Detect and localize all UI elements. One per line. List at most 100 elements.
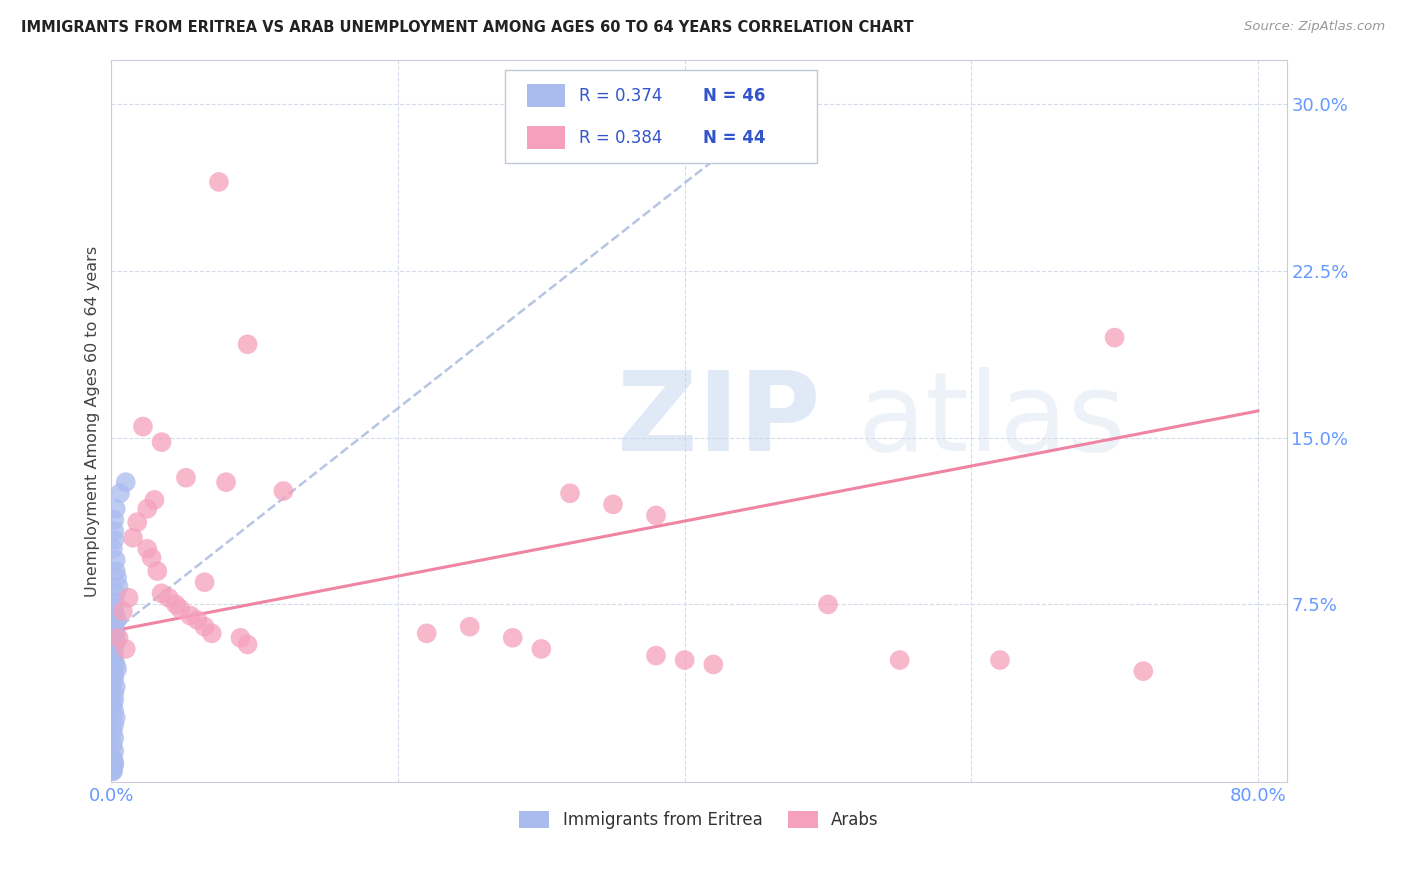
Point xyxy=(101,760,124,774)
Point xyxy=(114,641,136,656)
Point xyxy=(104,586,127,600)
Point xyxy=(602,497,624,511)
Point xyxy=(104,553,127,567)
Point xyxy=(645,508,668,523)
Point xyxy=(103,744,125,758)
Point xyxy=(988,653,1011,667)
Point xyxy=(101,698,124,712)
Point xyxy=(104,501,127,516)
Point xyxy=(673,653,696,667)
Text: Source: ZipAtlas.com: Source: ZipAtlas.com xyxy=(1244,20,1385,33)
Bar xyxy=(527,84,565,107)
Point xyxy=(201,626,224,640)
Text: R = 0.374: R = 0.374 xyxy=(579,87,662,104)
Point xyxy=(103,513,125,527)
Point xyxy=(103,671,125,685)
Y-axis label: Unemployment Among Ages 60 to 64 years: Unemployment Among Ages 60 to 64 years xyxy=(86,245,100,597)
Point xyxy=(136,501,159,516)
Point xyxy=(127,515,149,529)
Point xyxy=(150,435,173,450)
Point xyxy=(101,738,124,752)
Point xyxy=(103,646,125,660)
Point xyxy=(111,604,134,618)
Point xyxy=(103,666,125,681)
Text: N = 44: N = 44 xyxy=(703,128,765,146)
Point xyxy=(179,608,201,623)
Point xyxy=(105,613,128,627)
Point xyxy=(132,419,155,434)
Point xyxy=(103,595,125,609)
Point xyxy=(104,635,127,649)
Point xyxy=(101,724,124,739)
Point xyxy=(157,591,180,605)
Point xyxy=(104,564,127,578)
Point xyxy=(103,602,125,616)
Point xyxy=(103,693,125,707)
Text: R = 0.384: R = 0.384 xyxy=(579,128,662,146)
Point xyxy=(103,704,125,718)
Point xyxy=(107,580,129,594)
Point xyxy=(889,653,911,667)
Point xyxy=(1104,330,1126,344)
Point xyxy=(103,717,125,731)
Point xyxy=(122,531,145,545)
Point xyxy=(136,541,159,556)
Bar xyxy=(527,126,565,149)
Point xyxy=(530,641,553,656)
Point xyxy=(104,657,127,672)
Point xyxy=(645,648,668,663)
Point xyxy=(103,756,125,770)
Point xyxy=(101,764,124,779)
Point xyxy=(101,751,124,765)
Point xyxy=(104,626,127,640)
Text: atlas: atlas xyxy=(858,368,1126,475)
Point xyxy=(103,686,125,700)
Point xyxy=(101,762,124,776)
Point xyxy=(104,680,127,694)
Point xyxy=(103,524,125,538)
Point xyxy=(101,641,124,656)
Point xyxy=(103,731,125,745)
Point xyxy=(502,631,524,645)
Point xyxy=(458,620,481,634)
Text: ZIP: ZIP xyxy=(617,368,820,475)
Text: IMMIGRANTS FROM ERITREA VS ARAB UNEMPLOYMENT AMONG AGES 60 TO 64 YEARS CORRELATI: IMMIGRANTS FROM ERITREA VS ARAB UNEMPLOY… xyxy=(21,20,914,35)
Point xyxy=(193,620,215,634)
Point xyxy=(273,483,295,498)
Point xyxy=(174,471,197,485)
Point xyxy=(702,657,724,672)
Point xyxy=(558,486,581,500)
Point xyxy=(101,541,124,556)
Point xyxy=(117,591,139,605)
Point xyxy=(103,653,125,667)
Point xyxy=(1132,664,1154,678)
Point xyxy=(236,638,259,652)
Point xyxy=(104,711,127,725)
Point xyxy=(169,602,191,616)
Point xyxy=(236,337,259,351)
Point xyxy=(103,757,125,772)
Text: N = 46: N = 46 xyxy=(703,87,765,104)
Point xyxy=(150,586,173,600)
Point xyxy=(103,533,125,547)
Point xyxy=(208,175,231,189)
Point xyxy=(141,550,163,565)
Point xyxy=(193,575,215,590)
Point xyxy=(108,486,131,500)
Point xyxy=(165,598,187,612)
Point xyxy=(105,571,128,585)
Point xyxy=(107,631,129,645)
Point xyxy=(817,598,839,612)
Point xyxy=(103,620,125,634)
Point xyxy=(415,626,437,640)
Point xyxy=(114,475,136,490)
Point xyxy=(229,631,252,645)
Legend: Immigrants from Eritrea, Arabs: Immigrants from Eritrea, Arabs xyxy=(513,804,886,836)
Point xyxy=(104,608,127,623)
Point xyxy=(105,662,128,676)
Point xyxy=(215,475,238,490)
FancyBboxPatch shape xyxy=(505,70,817,163)
Point xyxy=(143,492,166,507)
Point xyxy=(103,631,125,645)
Point xyxy=(146,564,169,578)
